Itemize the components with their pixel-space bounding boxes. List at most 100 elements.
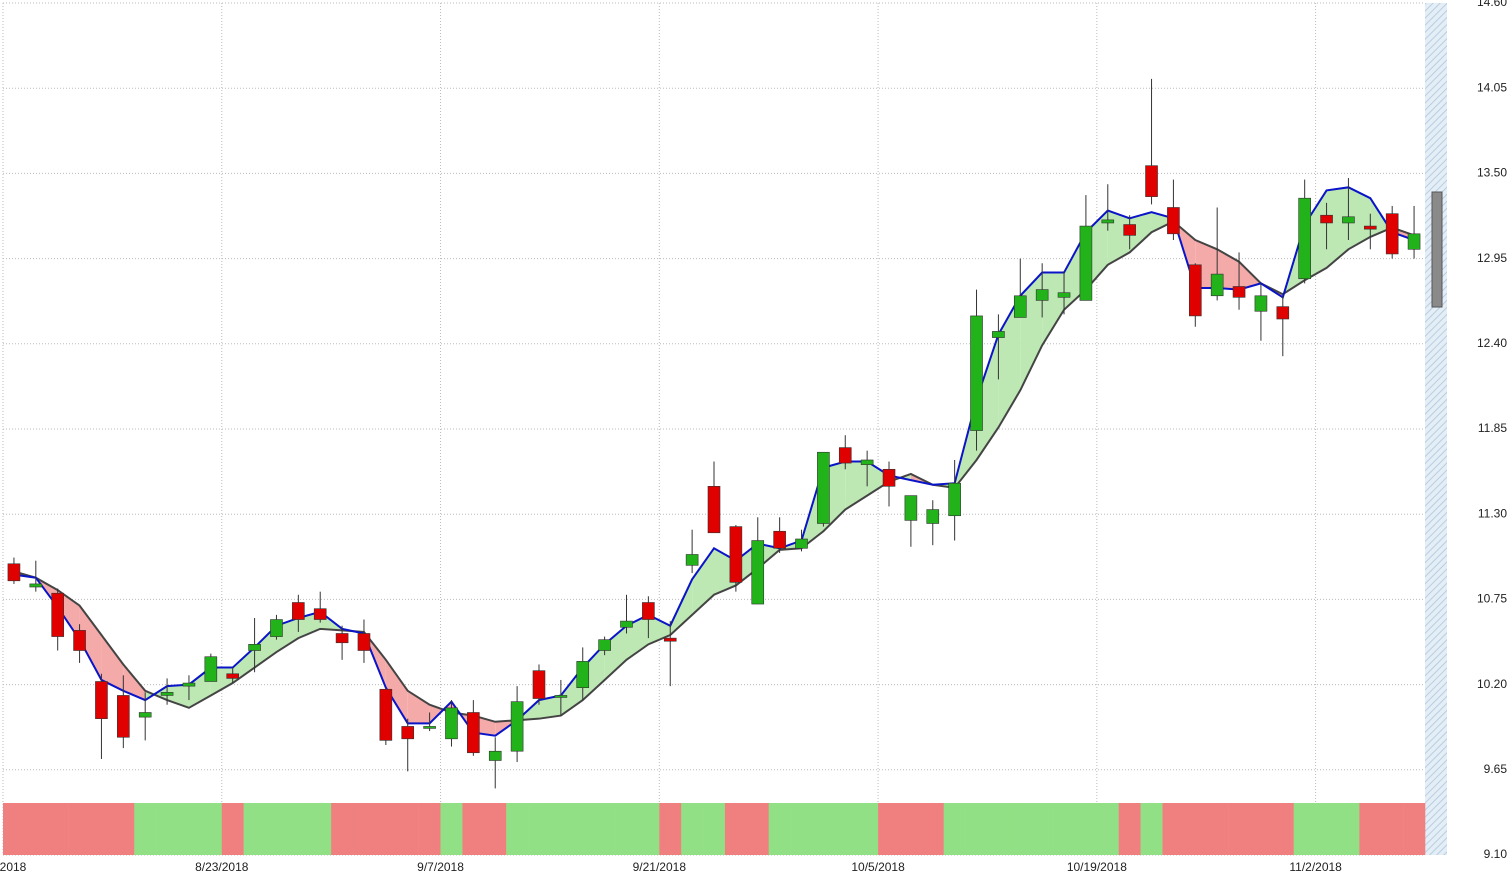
band-cell [1315,803,1338,855]
candle-body [160,692,174,696]
candle-body [29,583,43,588]
band-cell [681,803,704,855]
candle-body [1232,286,1246,298]
band-cell [309,803,332,855]
ma-line [13,186,1415,737]
candle-body [379,688,393,741]
candle-body [7,563,21,582]
band-cell [1271,803,1295,855]
band-cell [615,803,638,855]
ma-fill [101,635,124,691]
band-cell [156,803,179,855]
band-cell [1009,803,1032,855]
band-cell [1293,803,1316,855]
band-cell [418,803,441,855]
candle-body [663,637,677,642]
candle-body [1407,233,1421,250]
ma-fill [1348,187,1371,250]
ma-fill [407,690,430,724]
band-cell [1403,803,1426,855]
band-cell [374,803,398,855]
candle-body [510,701,524,752]
candle-body [532,670,546,699]
candle-body [51,592,64,637]
band-cell [3,803,26,855]
candle-body [817,451,830,524]
scroll-thumb[interactable] [1431,191,1443,308]
band-cell [178,803,201,855]
candle-body [1254,295,1268,312]
band-cell [549,803,573,855]
candle-body [1385,213,1399,255]
band-cell [1162,803,1185,855]
candle-body [423,726,436,729]
candle-body [1342,216,1355,224]
candle-body [707,486,721,534]
y-tick-label: 10.75 [1477,592,1507,606]
band-cell [90,803,113,855]
candle-body [598,639,611,651]
band-cell [703,803,726,855]
candle-body [1013,295,1027,318]
candle-body [270,619,283,637]
candle-body [904,495,918,521]
x-tick-label: 8/23/2018 [195,860,249,874]
candle-body [751,540,765,605]
band-cell [331,803,354,855]
y-tick-label: 14.05 [1477,80,1507,94]
band-cell [987,803,1010,855]
band-cell [353,803,376,855]
band-cell [484,803,507,855]
y-tick-label: 14.60 [1477,0,1507,9]
candle-body [1188,264,1202,317]
band-cell [1249,803,1273,855]
band-cell [1206,803,1229,855]
candle-body [357,633,371,651]
band-cell [112,803,135,855]
band-cell [593,803,616,855]
ma-fill [998,295,1021,428]
band-cell [1381,803,1404,855]
ma-fill [123,664,146,701]
ma-fill [1239,261,1261,290]
ma-fill [845,461,868,510]
y-tick-label: 12.40 [1477,336,1507,350]
candle-body [204,656,218,682]
band-cell [506,803,529,855]
candle-body [642,602,655,620]
y-tick-label: 9.65 [1484,762,1508,776]
y-tick-label: 13.50 [1477,166,1507,180]
candle-body [335,633,349,644]
candle-body [554,695,568,698]
candle-body [620,620,633,628]
band-cell [1140,803,1163,855]
band-cell [221,803,244,855]
band-cell [1337,803,1360,855]
band-cell [68,803,91,855]
candle-body [248,644,261,651]
x-tick-label: 10/5/2018 [851,860,905,874]
y-tick-label: 11.85 [1478,421,1507,435]
ma-fill [1129,212,1152,253]
band-cell [24,803,48,855]
band-cell [396,803,419,855]
candle-body [488,750,502,761]
band-cell [46,803,69,855]
candle-body [95,681,108,719]
candle-body [795,538,808,549]
ma-fill [538,695,561,719]
candle-body [467,712,480,754]
band-cell [812,803,835,855]
band-cell [243,803,266,855]
ma-fill [79,605,102,680]
band-cell [856,803,879,855]
band-cell [462,803,485,855]
candle-body [729,526,743,583]
band-cell [965,803,988,855]
candle-body [1276,306,1290,320]
ma-fill [167,684,189,708]
band-cell [199,803,223,855]
candle-body [992,331,1005,338]
band-cell [1118,803,1141,855]
band-cell [1359,803,1382,855]
